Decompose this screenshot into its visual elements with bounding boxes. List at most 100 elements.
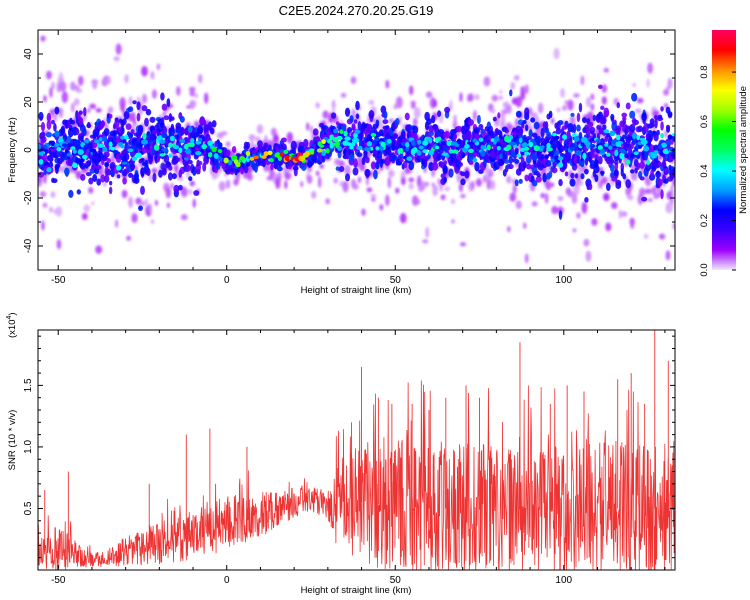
spectrogram-cell [603,107,610,118]
spectrogram-cell [331,99,336,110]
spectrogram-cell [168,165,173,171]
spectrogram-cell [535,135,542,145]
spectrogram-cell [412,117,418,127]
spectrogram-cell [658,233,666,240]
spectrogram-cell [548,170,553,179]
spectrogram-cell [531,201,538,207]
snr-x-tick-label: 100 [555,575,572,586]
spectrogram-cell [428,149,435,156]
spectrogram-cell [600,170,605,175]
spectrogram-cell [347,127,353,133]
spectrogram-cell [93,139,100,144]
spectrogram-cell [252,149,256,156]
spectrogram-cell [145,108,152,116]
spectrogram-cell [609,163,615,173]
spectrogram-cell [456,138,462,145]
spectrogram-cell [603,67,610,73]
spectrogram-cell [347,142,353,147]
spectrogram-cell [610,159,615,164]
spectrogram-cell [343,182,348,193]
spectrogram-cell [115,153,122,164]
spectrogram-cell [589,137,595,142]
spectrogram-cell [298,155,306,162]
spectrogram-cell [46,120,52,130]
spectrogram-cell [488,168,494,178]
spectrogram-cell [472,157,478,163]
spectrogram-cell [375,146,380,151]
spectrogram-cell [116,174,121,179]
spectrogram-cell [81,154,88,160]
spectrogram-cell [110,146,116,151]
spectrogram-cell [38,158,44,165]
spectrogram-cell [177,184,183,191]
spectrogram-cell [82,128,87,137]
spectrogram-cell [361,157,366,166]
spectrogram-cell [85,172,92,177]
spectrogram-cell [141,93,148,104]
spectrogram-cell [249,156,255,161]
spectrogram-cell [319,144,325,148]
spectrogram-cell [545,180,552,191]
spectrogram-cell [168,153,173,158]
spectrogram-cell [52,178,58,184]
spectrogram-cell [615,181,622,190]
spectrogram-cell [122,138,127,144]
spectrogram-cell [442,146,448,152]
snr-y-multiplier-close: ) [7,312,18,315]
spectrogram-cell [107,106,114,114]
spectrogram-cell [475,178,482,187]
spectrogram-cell [546,131,552,138]
colorbar: 0.0 0.2 0.4 0.6 0.8 Normalized spectral ampl… [699,30,749,277]
spectrogram-cell [188,176,193,182]
spectrogram-cell [192,198,196,209]
spectrogram-cell [74,127,80,136]
spectrogram-cell [494,136,500,142]
spectrogram-cell [375,137,380,142]
spectrogram-cell [582,152,587,160]
spectrogram-cell [613,159,619,166]
spectrogram-cell [550,117,555,125]
spectrogram-cell [533,145,540,152]
spectrogram-cell [121,161,128,165]
spectrogram-cell [469,152,473,158]
spectrogram-cell [663,88,670,96]
spectrogram-cell [422,239,429,244]
colorbar-tick-label: 0.0 [699,263,710,276]
spectrogram-cell [448,168,454,178]
spectrogram-cell [537,102,544,114]
spectrogram-cell [356,152,363,158]
spectrogram-cell [442,164,448,175]
spectrogram-cell [141,139,148,145]
spectrogram-cell [245,150,251,157]
spectrogram-cell [139,200,146,207]
spectrogram-cell [657,114,663,119]
spectrogram-cell [146,131,151,138]
spectrogram-cell [629,217,635,226]
spectrogram-cell [553,135,560,140]
spectrogram-cell [486,178,492,190]
spectrogram-cell [468,93,474,102]
spectrogram-cell [653,193,659,200]
spectrogram-cell [520,147,526,153]
spectrogram-cell [322,110,329,119]
spectrogram-cell [313,155,318,164]
spectrogram-cell [78,116,84,126]
spectrogram-cell [558,210,563,220]
spectrogram-cell [643,233,649,240]
spectrogram-cell [413,106,421,119]
spectrogram-cell [71,102,75,113]
spectrogram-cell [131,156,138,162]
spectrogram-cell [352,167,359,176]
spectrogram-cell [366,141,373,147]
spectrogram-y-axis-label: Frequency (Hz) [7,117,18,182]
spectrogram-cell [356,145,363,151]
spectrogram-cell [584,197,589,203]
spectrogram-cell [109,180,113,186]
spectrogram-cell [597,155,603,165]
spectrogram-cell [197,124,204,135]
spectrogram-cell [496,145,501,151]
spectrogram-cell [510,81,516,91]
spectrogram-cell [515,110,522,118]
spectrogram-cell [159,153,166,157]
spectrogram-cell [436,153,442,161]
